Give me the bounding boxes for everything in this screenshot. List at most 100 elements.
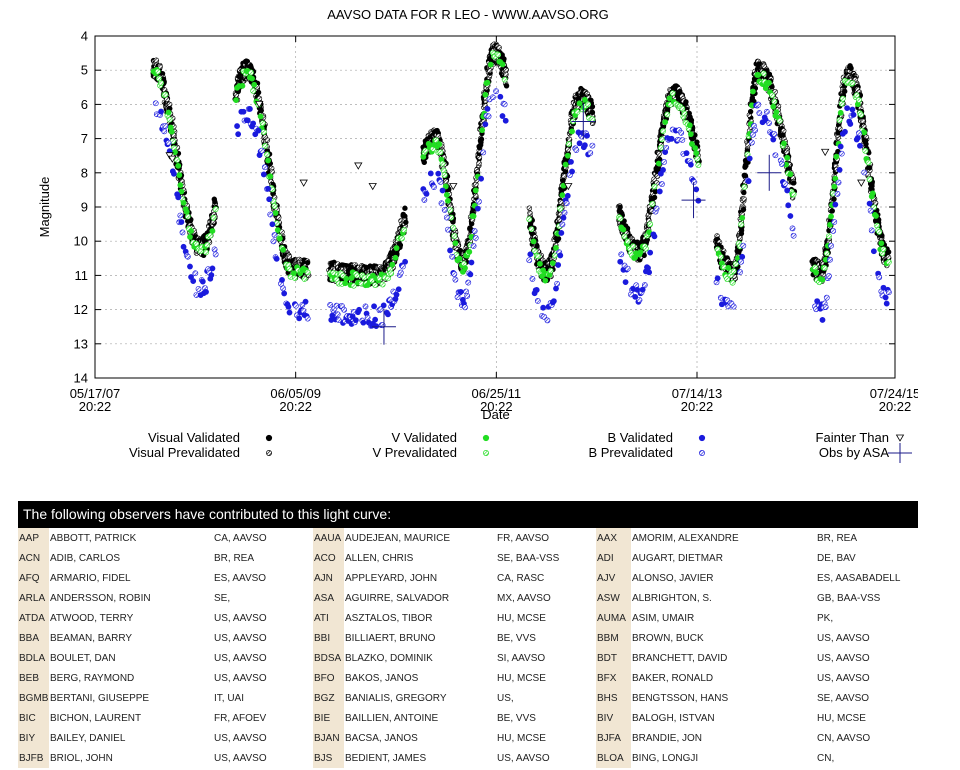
b-prevalidated-point [364,314,371,321]
v-prevalidated-point [439,160,446,167]
observer-code: AJN [313,568,344,588]
observer-name: ABBOTT, PATRICK [50,532,137,544]
v-prevalidated-point [304,269,311,276]
visual-validated-point [534,243,540,249]
v-prevalidated-point [398,235,405,242]
visual-prevalidated-point [264,137,271,143]
b-prevalidated-point [752,127,758,134]
b-prevalidated-point [589,142,596,149]
visual-prevalidated-point [837,125,843,132]
v-prevalidated-point [286,265,293,272]
legend-label: Obs by ASA [819,445,889,460]
v-prevalidated-point [621,233,628,240]
b-validated-point [647,249,654,256]
b-prevalidated-point [771,131,778,137]
b-prevalidated-point [587,150,594,156]
observer-code: BIY [18,728,49,748]
b-prevalidated-point [826,273,832,279]
b-prevalidated-point [678,129,685,136]
b-validated-point [695,197,702,204]
v-validated-point [183,208,190,215]
v-prevalidated-point [547,267,554,274]
v-prevalidated-point [260,129,267,135]
observer-name: ALLEN, CHRIS [345,552,414,564]
b-validated-point [250,120,257,127]
observer-code: ATDA [18,608,49,628]
observer-code: BBM [596,628,631,648]
observer-name: AGUIRRE, SALVADOR [345,592,450,604]
b-validated-point [467,271,474,278]
b-prevalidated-point [441,207,448,213]
b-prevalidated-point [161,128,168,135]
x-tick-label-time: 20:22 [879,399,912,414]
observer-location: SE, [214,592,231,604]
v-prevalidated-point [354,272,360,279]
b-prevalidated-point [559,221,566,228]
b-prevalidated-point [834,190,841,197]
fainter-than-point [354,162,363,170]
v-validated-point [576,100,583,107]
b-validated-point [882,294,889,301]
observer-location: IT, UAI [214,692,245,704]
v-validated-point [637,249,644,255]
b-validated-point [478,175,484,182]
v-prevalidated-point [259,120,266,127]
b-validated-point [646,269,653,276]
legend-marker [698,434,706,442]
observer-name: AUDEJEAN, MAURICE [345,532,451,544]
visual-prevalidated-point [486,67,493,74]
observer-code: BGMB [18,688,49,708]
v-prevalidated-point [534,253,541,260]
b-prevalidated-point [544,317,551,324]
observer-location: HU, MCSE [497,612,546,624]
observer-name: BAILEY, DANIEL [50,732,126,744]
v-validated-point [564,152,571,159]
visual-prevalidated-point [885,254,892,260]
v-prevalidated-point [657,144,664,151]
b-validated-point [714,275,721,282]
observer-code: BIV [596,708,631,728]
observer-name: ASIM, UMAIR [632,612,695,624]
b-prevalidated-point [663,144,670,151]
b-prevalidated-point [641,282,648,288]
b-validated-point [393,291,400,298]
b-prevalidated-point [212,251,219,258]
observers-header: The following observers have contributed… [18,501,918,528]
v-validated-point [569,128,575,135]
b-validated-point [447,247,453,254]
v-prevalidated-point [261,143,268,149]
observer-name: BACSA, JANOS [345,732,418,744]
v-validated-point [692,145,699,151]
b-prevalidated-point [835,179,842,186]
v-prevalidated-point [528,226,535,233]
b-validated-point [622,279,629,286]
b-prevalidated-point [828,242,834,249]
v-prevalidated-point [771,98,778,105]
legend-label: Visual Prevalidated [129,445,240,460]
b-validated-point [564,192,571,199]
v-validated-point [770,103,777,110]
v-validated-point [177,182,184,189]
observer-row: BJFB BRIOL, JOHN US, AAVSO BJS BEDIENT, JAME… [18,748,918,768]
b-prevalidated-point [334,311,341,318]
v-prevalidated-point [264,151,270,158]
observer-code: BBI [313,628,344,648]
b-prevalidated-point [465,279,472,286]
observer-row: ACN ADIB, CARLOS BR, REA ACO ALLEN, CHRIS SE,… [18,548,918,568]
legend-label: V Validated [391,430,457,445]
observer-location: SE, AAVSO [817,692,870,704]
v-prevalidated-point [630,243,636,250]
b-prevalidated-point [267,211,274,218]
v-prevalidated-point [557,205,564,212]
b-validated-point [423,191,430,197]
observers-table: AAP ABBOTT, PATRICK CA, AAVSO AAUA AUDEJEAN,… [18,528,918,768]
b-validated-point [265,185,272,192]
v-prevalidated-point [885,259,892,266]
observer-name: BEAMAN, BARRY [50,632,133,644]
visual-validated-point [747,108,754,115]
observer-code: BBA [18,628,49,648]
observer-code: BFX [596,668,631,688]
visual-prevalidated-point [561,173,567,179]
v-prevalidated-point [659,136,665,143]
visual-validated-point [403,219,409,225]
